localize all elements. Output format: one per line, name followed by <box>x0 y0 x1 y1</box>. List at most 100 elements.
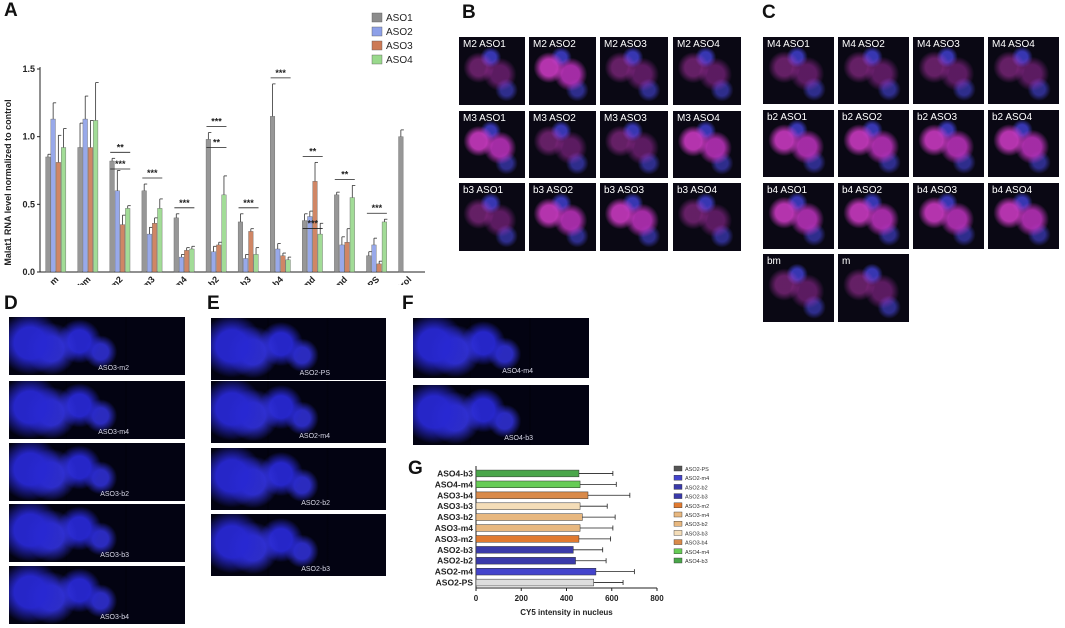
chart-g-y-tick-label: ASO4-b3 <box>437 468 473 478</box>
chart-g-legend-swatch <box>673 539 683 545</box>
chart-a-significance-mark: *** <box>147 168 158 178</box>
chart-a-bar <box>237 221 243 273</box>
micrograph-tile: b4 ASO2 <box>838 183 909 249</box>
chart-g-y-tick-label: ASO2-b3 <box>437 545 473 555</box>
chart-a-significance-mark: ** <box>309 146 317 156</box>
micrograph-tile: b2 ASO4 <box>988 110 1059 177</box>
chart-a-bar <box>248 231 254 273</box>
micrograph-tile: b3 ASO3 <box>600 183 668 251</box>
panel-label-a: A <box>4 0 18 21</box>
micrograph-tile: b2 ASO2 <box>838 110 909 177</box>
chart-a-bar <box>334 194 340 273</box>
chart-a-bar <box>50 118 56 273</box>
chart-a-significance-mark: ** <box>341 169 349 179</box>
chart-g-legend-label: ASO3-b3 <box>685 531 708 537</box>
micrograph-tile: m <box>838 254 909 322</box>
chart-a-x-tick-label: b3 <box>238 274 253 285</box>
chart-g-y-tick-label: ASO3-b2 <box>437 512 473 522</box>
fluorescence-strip-label: ASO4-b3 <box>504 435 533 442</box>
chart-a-bar <box>173 217 179 273</box>
chart-a-category-b2 <box>205 132 227 273</box>
micrograph-tile: b2 ASO3 <box>913 110 984 177</box>
micrograph-tile: M2 ASO2 <box>529 37 596 105</box>
chart-g-legend-label: ASO3-m4 <box>685 513 709 519</box>
chart-g-legend-swatch <box>673 521 683 527</box>
panel-label-b: B <box>462 2 476 23</box>
chart-g-y-tick-label: ASO4-m4 <box>435 479 474 489</box>
chart-a-x-tick-label: bmd <box>329 274 350 285</box>
chart-g-legend-swatch <box>673 548 683 555</box>
chart-a-bar <box>349 197 355 273</box>
chart-g-y-tick-label: ASO2-PS <box>436 578 474 588</box>
micrograph-tile-label: M4 ASO2 <box>842 39 885 50</box>
chart-g-y-tick-label: ASO3-b4 <box>437 490 473 500</box>
chart-a-bar <box>205 139 211 273</box>
chart-a-category-control <box>398 129 404 273</box>
chart-a-y-tick-label: 1.0 <box>22 132 35 142</box>
chart-a-bar <box>157 208 163 273</box>
chart-g-legend-swatch <box>673 502 683 508</box>
chart-g-legend-swatch <box>673 511 683 518</box>
chart-g-bar <box>475 568 597 576</box>
chart-a-bar <box>221 194 227 273</box>
chart-a-significance-mark: *** <box>211 117 222 127</box>
chart-a-significance-mark: *** <box>372 203 383 213</box>
micrograph-tile: b4 ASO3 <box>913 183 984 249</box>
chart-a-legend: ASO1 ASO2 ASO3 ASO4 <box>371 12 413 66</box>
chart-a-significance-mark: ** <box>213 137 221 147</box>
chart-g-legend-label: ASO4-m4 <box>685 550 709 556</box>
chart-a-y-tick-label: 0.0 <box>22 267 35 277</box>
micrograph-tile-label: b3 ASO1 <box>463 185 504 196</box>
chart-a-bar <box>93 120 99 273</box>
chart-a-y-axis-label: Malat1 RNA level normalized to control <box>3 99 13 265</box>
chart-a-bar <box>77 147 83 273</box>
chart-a-legend-swatch <box>371 12 383 23</box>
chart-a-category-m2 <box>109 157 131 273</box>
chart-a-legend-swatch <box>371 54 383 65</box>
chart-g-bar <box>475 502 581 510</box>
fluorescence-strip-label: ASO3-b3 <box>100 552 129 559</box>
micrograph-tile-label: M4 ASO1 <box>767 39 810 50</box>
chart-a-x-tick-label: m3 <box>140 274 156 285</box>
chart-a-x-tick-label: b4 <box>271 274 286 285</box>
chart-a-bar <box>82 118 88 273</box>
fluorescence-strip: ASO3-b4 <box>9 566 185 624</box>
micrograph-tile: M2 ASO3 <box>600 37 668 105</box>
chart-g-bar <box>475 491 589 499</box>
micrograph-tile: M4 ASO4 <box>988 37 1059 104</box>
chart-a-bar <box>339 244 345 273</box>
micrograph-tile: M3 ASO2 <box>529 111 596 178</box>
chart-g-x-tick-label: 0 <box>474 594 479 603</box>
chart-a-x-tick-label: md <box>301 274 318 285</box>
chart-g-x-tick-label: 400 <box>560 594 574 603</box>
chart-a-bar <box>285 259 291 273</box>
chart-a-legend-label: ASO1 <box>386 13 413 24</box>
micrograph-tile: M3 ASO1 <box>459 111 525 178</box>
chart-a-category-md <box>302 161 324 273</box>
micrograph-tile: b4 ASO1 <box>763 183 834 249</box>
chart-g-bar <box>475 578 594 587</box>
chart-a-bar <box>253 254 259 273</box>
chart-a-legend-label: ASO2 <box>386 27 413 38</box>
fluorescence-strip: ASO2-b2 <box>211 448 386 510</box>
micrograph-tile-label: M3 ASO3 <box>604 113 647 124</box>
chart-a-bar <box>344 242 350 273</box>
chart-a-axes: 0.0 0.5 1.0 1.5 Malat1 RNA level normalized … <box>3 64 425 277</box>
fluorescence-strip: ASO3-b2 <box>9 443 185 501</box>
micrograph-tile-label: b4 ASO3 <box>917 185 958 196</box>
chart-g-x-tick-label: 200 <box>515 594 529 603</box>
chart-g: 0 200 400 600 800 CY5 intensity in nucleus ASO… <box>435 465 709 617</box>
chart-a-bar <box>216 244 222 273</box>
micrograph-tile: M2 ASO4 <box>673 37 741 105</box>
micrograph-tile: b3 ASO1 <box>459 183 525 251</box>
chart-g-legend-label: ASO3-b2 <box>685 522 708 528</box>
chart-a-bar <box>178 256 184 273</box>
fluorescence-strip-label: ASO4-m4 <box>502 368 533 375</box>
chart-g-legend-swatch <box>673 465 683 472</box>
fluorescence-strip: ASO3-b3 <box>9 504 185 562</box>
chart-a-bar <box>114 190 120 273</box>
micrograph-tile-label: M2 ASO2 <box>533 39 576 50</box>
chart-g-y-tick-label: ASO2-m4 <box>435 567 474 577</box>
chart-a-x-tick-label: m4 <box>173 274 189 285</box>
chart-a-category-m3 <box>141 183 163 273</box>
